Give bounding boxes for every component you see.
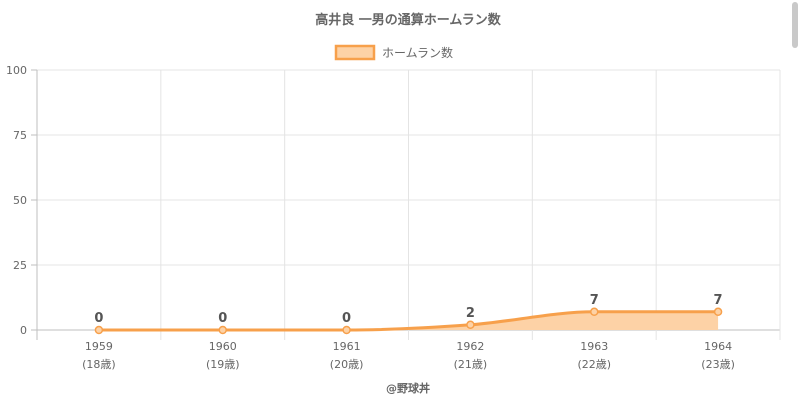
series-area xyxy=(98,310,719,332)
y-axis: 0 25 50 75 100 xyxy=(6,64,37,337)
x-tick-age-label: (21歳) xyxy=(454,358,488,371)
data-label: 0 xyxy=(342,311,351,326)
x-tick-age-label: (23歳) xyxy=(701,358,735,371)
data-label: 7 xyxy=(714,293,723,308)
data-label: 0 xyxy=(218,311,227,326)
data-label: 7 xyxy=(590,293,599,308)
y-tick-label: 100 xyxy=(6,64,27,77)
grid xyxy=(36,69,781,340)
x-tick-age-label: (22歳) xyxy=(577,358,611,371)
data-point xyxy=(590,307,599,317)
x-tick-age-label: (20歳) xyxy=(330,358,364,371)
y-tick-label: 50 xyxy=(13,194,27,207)
legend[interactable]: ホームラン数 xyxy=(334,44,453,61)
x-tick-label: 1959 xyxy=(85,340,113,353)
data-point xyxy=(713,307,723,317)
legend-label: ホームラン数 xyxy=(382,45,453,60)
data-point xyxy=(466,320,475,330)
data-point xyxy=(94,325,104,335)
series-fill xyxy=(98,311,719,330)
x-tick-label: 1961 xyxy=(333,340,361,353)
legend-swatch xyxy=(334,44,376,61)
x-tick-age-label: (18歳) xyxy=(82,358,116,371)
data-labels: 0 0 0 2 7 7 xyxy=(94,293,722,326)
y-tick-label: 75 xyxy=(13,129,27,142)
chart-title: 高井良 一男の通算ホームラン数 xyxy=(315,12,501,28)
data-point xyxy=(342,325,351,335)
series-line xyxy=(98,310,719,332)
data-point xyxy=(218,325,227,335)
data-label: 0 xyxy=(94,311,103,326)
y-tick-label: 25 xyxy=(13,259,27,272)
x-tick-label: 1962 xyxy=(456,340,484,353)
x-tick-label: 1963 xyxy=(580,340,608,353)
data-label: 2 xyxy=(466,306,475,321)
credit-text: @野球丼 xyxy=(386,381,430,395)
x-tick-age-label: (19歳) xyxy=(206,358,240,371)
x-tick-label: 1960 xyxy=(209,340,237,353)
x-axis: 1959 (18歳) 1960 (19歳) 1961 (20歳) 1962 (21歳) 1963… xyxy=(82,340,735,371)
x-tick-label: 1964 xyxy=(704,340,732,353)
data-points xyxy=(94,307,723,335)
scrollbar[interactable] xyxy=(792,2,798,48)
y-tick-label: 0 xyxy=(20,324,27,337)
